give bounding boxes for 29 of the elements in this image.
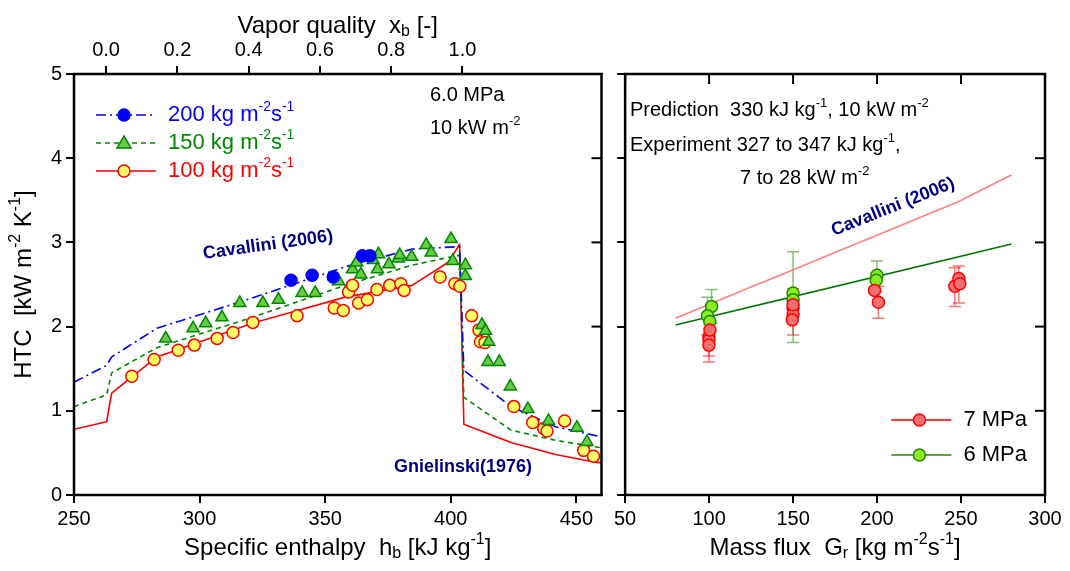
legend-label: 7 MPa: [963, 406, 1028, 432]
x-tick-label: 250: [57, 506, 91, 529]
y-tick-label: 2: [50, 314, 62, 337]
y-axis-title: HTC [kW m-2 K-1]: [6, 190, 36, 379]
x-tick-label: 350: [308, 506, 342, 529]
x-tick-label: 100: [692, 506, 726, 529]
y-tick-label: 3: [50, 229, 62, 252]
x2-tick-label: 0.2: [163, 37, 192, 60]
x-tick-label: 400: [434, 506, 468, 529]
x2-tick-label: 1.0: [448, 37, 477, 60]
annotation: Gnielinski(1976): [393, 455, 533, 476]
x-tick-label: 300: [182, 506, 217, 529]
legend-label: 6 MPa: [963, 441, 1028, 467]
annotation: 6.0 MPa: [430, 82, 506, 105]
x-tick-label: 50: [614, 506, 637, 529]
y-tick-label: 5: [50, 61, 62, 84]
y-tick-label: 4: [50, 145, 62, 168]
x-tick-label: 200: [860, 506, 894, 529]
x2-tick-label: 0.0: [92, 37, 120, 60]
x-tick-label: 250: [944, 506, 978, 529]
annotation: Cavallini (2006): [201, 224, 335, 264]
x-tick-label: 150: [776, 506, 810, 529]
x2-tick-label: 0.4: [234, 37, 263, 60]
y-tick-label: 1: [50, 398, 62, 421]
y-tick-label: 0: [50, 482, 62, 505]
x-tick-label: 450: [559, 506, 594, 529]
x-tick-label: 300: [1028, 506, 1062, 529]
x2-tick-label: 0.6: [306, 37, 334, 60]
x2-tick-label: 0.8: [377, 37, 406, 60]
